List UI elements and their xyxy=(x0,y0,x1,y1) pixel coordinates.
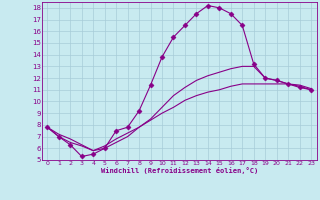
X-axis label: Windchill (Refroidissement éolien,°C): Windchill (Refroidissement éolien,°C) xyxy=(100,167,258,174)
